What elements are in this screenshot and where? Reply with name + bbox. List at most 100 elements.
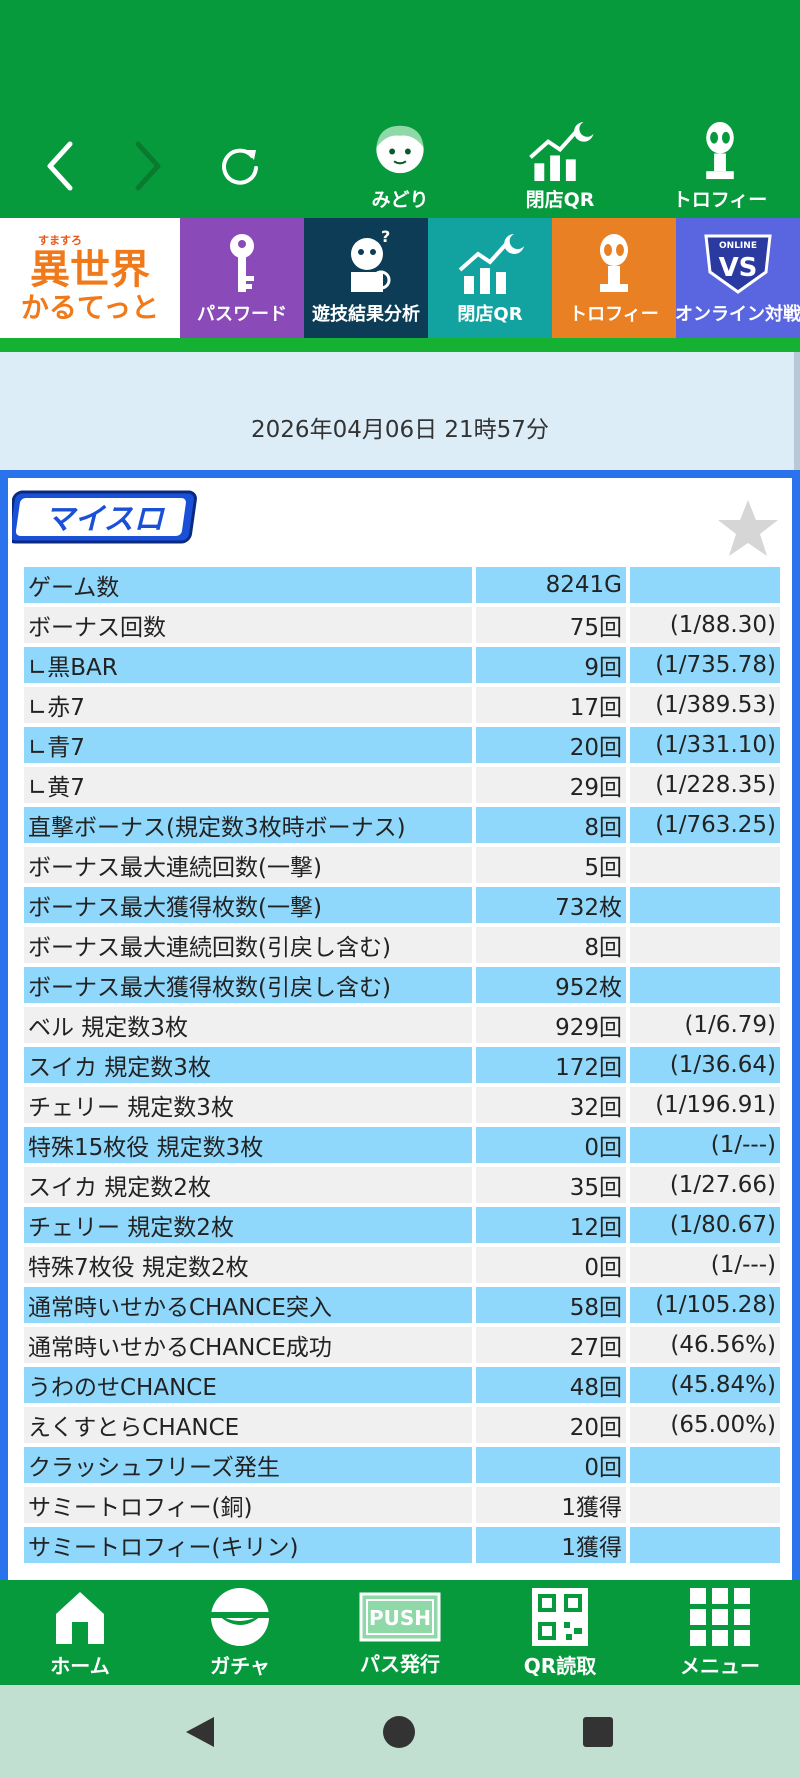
stat-name: チェリー 規定数2枚	[24, 1207, 472, 1243]
stats-row: ボーナス最大連続回数(引戻し含む) 8回	[24, 927, 780, 963]
system-nav-bar	[0, 1685, 800, 1778]
trophy-tile[interactable]: トロフィー	[552, 218, 676, 338]
alien-trophy-icon	[600, 234, 628, 292]
trophy-top-button[interactable]: トロフィー	[660, 120, 780, 212]
stat-ratio	[630, 1527, 780, 1563]
online-battle-tile[interactable]: ONLINE VS オンライン対戦	[675, 218, 800, 338]
stat-value: 172回	[476, 1047, 626, 1083]
stat-value: 29回	[476, 767, 626, 803]
stat-value: 27回	[476, 1327, 626, 1363]
divider-strip	[0, 338, 800, 352]
stats-row: スイカ 規定数3枚 172回 (1/36.64)	[24, 1047, 780, 1083]
chevron-left-icon	[47, 141, 73, 191]
stat-ratio: (1/228.35)	[630, 767, 780, 803]
grid-menu-icon	[690, 1588, 750, 1646]
stat-ratio	[630, 1447, 780, 1483]
stat-value: 732枚	[476, 887, 626, 923]
nav-pass-issue-label: パス発行	[360, 1652, 440, 1676]
square-recents-icon	[583, 1717, 613, 1747]
stats-row: ゲーム数 8241G	[24, 567, 780, 603]
forward-button[interactable]	[118, 132, 178, 200]
stat-value: 8241G	[476, 567, 626, 603]
back-button[interactable]	[30, 132, 90, 200]
stats-row: チェリー 規定数2枚 12回 (1/80.67)	[24, 1207, 780, 1243]
stat-value: 952枚	[476, 967, 626, 1003]
stat-value: 0回	[476, 1127, 626, 1163]
stats-row: スイカ 規定数2枚 35回 (1/27.66)	[24, 1167, 780, 1203]
myslot-panel: マイスロ ゲーム数 8241G ボーナス回数 75回 (1/88.30) ∟黒BAR 9回(…	[0, 470, 800, 1580]
isekai-quartet-logo-tile[interactable]: すますろ 異世界 かるてっと	[0, 218, 180, 338]
stat-name: 直撃ボーナス(規定数3枚時ボーナス)	[24, 807, 472, 843]
home-icon	[56, 1592, 104, 1644]
stat-ratio	[630, 567, 780, 603]
stat-ratio: (1/331.10)	[630, 727, 780, 763]
nav-pass-issue[interactable]: PUSH パス発行	[320, 1580, 480, 1685]
favorite-star-button[interactable]	[716, 498, 780, 562]
vs-small-text: ONLINE	[719, 241, 757, 251]
nav-home[interactable]: ホーム	[0, 1580, 160, 1685]
stat-ratio: (1/88.30)	[630, 607, 780, 643]
stat-name: ボーナス最大獲得枚数(一撃)	[24, 887, 472, 923]
nav-menu[interactable]: メニュー	[640, 1580, 800, 1685]
stat-ratio	[630, 847, 780, 883]
system-home-button[interactable]	[374, 1707, 424, 1757]
myslot-logo: マイスロ	[6, 488, 202, 552]
stats-table: ゲーム数 8241G ボーナス回数 75回 (1/88.30) ∟黒BAR 9回 (1/735…	[20, 563, 784, 1567]
stat-value: 48回	[476, 1367, 626, 1403]
key-icon	[230, 234, 254, 292]
reload-icon	[222, 148, 258, 185]
stat-name: ボーナス最大獲得枚数(引戻し含む)	[24, 967, 472, 1003]
play-analysis-tile[interactable]: ? 遊技結果分析	[304, 218, 428, 338]
closing-qr-tile[interactable]: 閉店QR	[428, 218, 552, 338]
closing-qr-top-label: 閉店QR	[525, 189, 595, 211]
top-header: みどり 閉店QR トロフィー	[0, 0, 800, 218]
midori-character-icon	[376, 125, 424, 174]
reload-button[interactable]	[210, 132, 270, 200]
system-back-button[interactable]	[175, 1707, 225, 1757]
stat-ratio: (1/763.25)	[630, 807, 780, 843]
feature-banner: すますろ 異世界 かるてっと パスワード ? 遊技結果分析 閉店QR トロフィー…	[0, 218, 800, 338]
scrollbar[interactable]	[794, 352, 800, 472]
stat-value: 929回	[476, 1007, 626, 1043]
stat-ratio	[630, 927, 780, 963]
stat-value: 0回	[476, 1447, 626, 1483]
nav-menu-label: メニュー	[680, 1654, 760, 1678]
stat-name: ゲーム数	[24, 567, 472, 603]
logo-line2: かるてっと	[20, 291, 160, 324]
nav-gacha-label: ガチャ	[210, 1654, 270, 1678]
stat-ratio	[630, 1487, 780, 1523]
chart-moon-icon	[458, 234, 524, 294]
stat-name: スイカ 規定数2枚	[24, 1167, 472, 1203]
push-icon: PUSH	[359, 1592, 441, 1642]
stat-name: えくすとらCHANCE	[24, 1407, 472, 1443]
stat-name: ∟黒BAR	[24, 647, 472, 683]
stats-row: 直撃ボーナス(規定数3枚時ボーナス) 8回 (1/763.25)	[24, 807, 780, 843]
nav-gacha[interactable]: ガチャ	[160, 1580, 320, 1685]
password-tile[interactable]: パスワード	[180, 218, 304, 338]
stat-ratio: (1/---)	[630, 1127, 780, 1163]
closing-qr-top-button[interactable]: 閉店QR	[500, 120, 620, 212]
stat-value: 17回	[476, 687, 626, 723]
stats-row: 特殊15枚役 規定数3枚 0回 (1/---)	[24, 1127, 780, 1163]
stats-row: ∟青7 20回 (1/331.10)	[24, 727, 780, 763]
stat-ratio: (65.00%)	[630, 1407, 780, 1443]
nav-qr-scan[interactable]: QR読取	[480, 1580, 640, 1685]
stat-value: 8回	[476, 927, 626, 963]
star-icon	[718, 500, 778, 556]
stat-name: ボーナス最大連続回数(引戻し含む)	[24, 927, 472, 963]
stat-ratio: (1/735.78)	[630, 647, 780, 683]
stat-value: 1獲得	[476, 1527, 626, 1563]
myslot-panel-inner: マイスロ ゲーム数 8241G ボーナス回数 75回 (1/88.30) ∟黒BAR 9回(…	[6, 478, 792, 1580]
logo-small-text: すますろ	[38, 234, 82, 247]
myslot-logo-text: マイスロ	[44, 502, 165, 537]
stat-ratio: (1/---)	[630, 1247, 780, 1283]
qr-code-icon	[532, 1588, 588, 1646]
midori-button[interactable]: みどり	[340, 120, 460, 212]
system-recents-button[interactable]	[573, 1707, 623, 1757]
nav-qr-scan-label: QR読取	[523, 1654, 597, 1678]
stat-ratio: (1/27.66)	[630, 1167, 780, 1203]
stats-row: 特殊7枚役 規定数2枚 0回 (1/---)	[24, 1247, 780, 1283]
stat-name: クラッシュフリーズ発生	[24, 1447, 472, 1483]
stats-row: ボーナス回数 75回 (1/88.30)	[24, 607, 780, 643]
trophy-top-label: トロフィー	[672, 189, 768, 211]
